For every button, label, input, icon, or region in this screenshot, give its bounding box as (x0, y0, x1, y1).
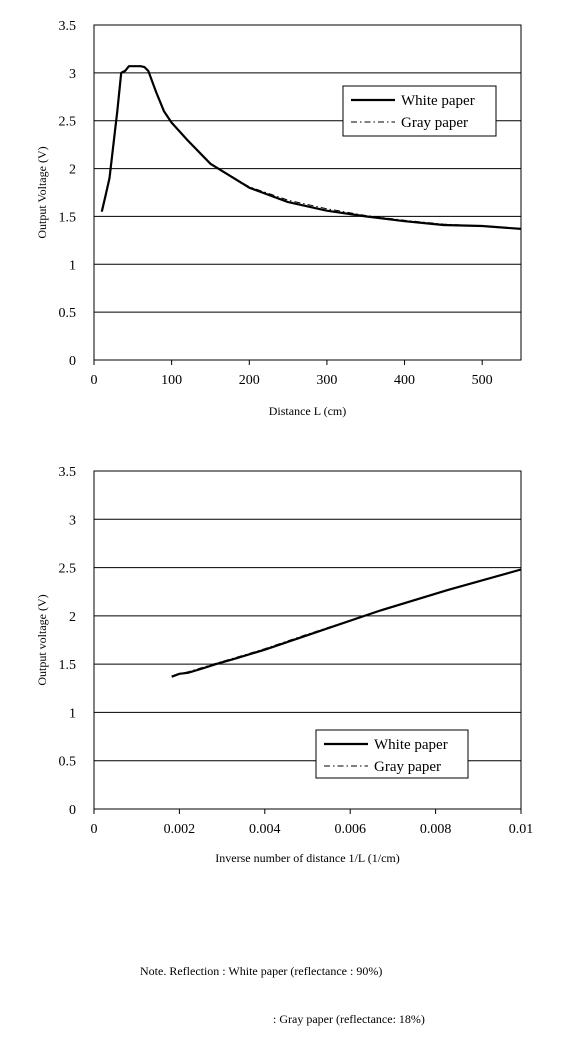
chart2-x-tick-label: 0.006 (334, 822, 366, 837)
chart1-x-tick-label: 400 (394, 373, 415, 388)
chart1-x-tick-label: 100 (161, 373, 182, 388)
chart2-y-tick-label: 3.5 (59, 465, 77, 480)
chart1-y-tick-label: 0.5 (59, 306, 77, 321)
note-line-white: Note. Reflection : White paper (reflecta… (140, 964, 383, 978)
chart1-x-tick-label: 300 (316, 373, 337, 388)
chart1-x-axis-label: Distance L (cm) (269, 404, 347, 418)
chart1-y-axis-label: Output Voltage (V) (35, 146, 49, 238)
chart1-y-tick-label: 2.5 (59, 115, 77, 130)
note-line-gray: : Gray paper (reflectance: 18%) (273, 1012, 425, 1026)
chart1-y-tick-label: 3.5 (59, 19, 77, 34)
chart1-legend-entry-gray-paper: Gray paper (401, 115, 468, 131)
chart-distance-vs-voltage: 00.511.522.533.50 100 200 300 400 500Distance… (35, 19, 534, 865)
chart2-series-white-paper (171, 568, 522, 678)
chart2-x-axis-label: Inverse number of distance 1/L (1/cm) (215, 851, 400, 865)
chart1-legend-entry-white-paper: White paper (401, 93, 475, 109)
chart1-y-tick-label: 2 (69, 163, 76, 178)
chart2-y-axis-label: Output voltage (V) (35, 594, 49, 685)
chart2-legend-entry-gray-paper: Gray paper (374, 759, 441, 775)
chart1-legend-box (342, 85, 497, 137)
chart2-y-tick-label: 0 (69, 803, 76, 818)
chart2-y-tick-label: 2.5 (59, 562, 77, 577)
chart2-y-tick-label: 2 (69, 610, 76, 625)
chart2-series-gray-paper (171, 569, 522, 678)
chart2-y-tick-label: 1.5 (59, 658, 77, 673)
chart2-y-tick-label: 1 (69, 706, 76, 721)
chart1-y-tick-label: 3 (69, 67, 76, 82)
chart2-x-tick-label: 0.01 (509, 822, 534, 837)
chart2-legend-box (315, 729, 469, 779)
chart1-x-tick-label: 200 (239, 373, 260, 388)
chart1-y-tick-label: 0 (69, 354, 76, 369)
chart1-plot-frame (93, 24, 522, 361)
chart2-legend-entry-white-paper: White paper (374, 737, 448, 753)
chart2-x-tick-label: 0.008 (420, 822, 452, 837)
chart1-x-tick-label: 500 (472, 373, 493, 388)
chart1-x-tick-label: 0 (91, 373, 98, 388)
chart1-series-gray-paper (101, 65, 522, 230)
chart2-x-tick-label: 0 (91, 822, 98, 837)
reflectance-note: Note. Reflection : White paper (reflecta… (140, 931, 425, 1043)
chart2-x-tick-label: 0.002 (164, 822, 196, 837)
chart2-x-tick-label: 0.004 (249, 822, 281, 837)
chart1-y-tick-label: 1 (69, 258, 76, 273)
chart2-y-tick-label: 0.5 (59, 755, 77, 770)
chart1-y-tick-label: 1.5 (59, 210, 77, 225)
chart2-y-tick-label: 3 (69, 513, 76, 528)
chart2-plot-frame (93, 470, 522, 810)
